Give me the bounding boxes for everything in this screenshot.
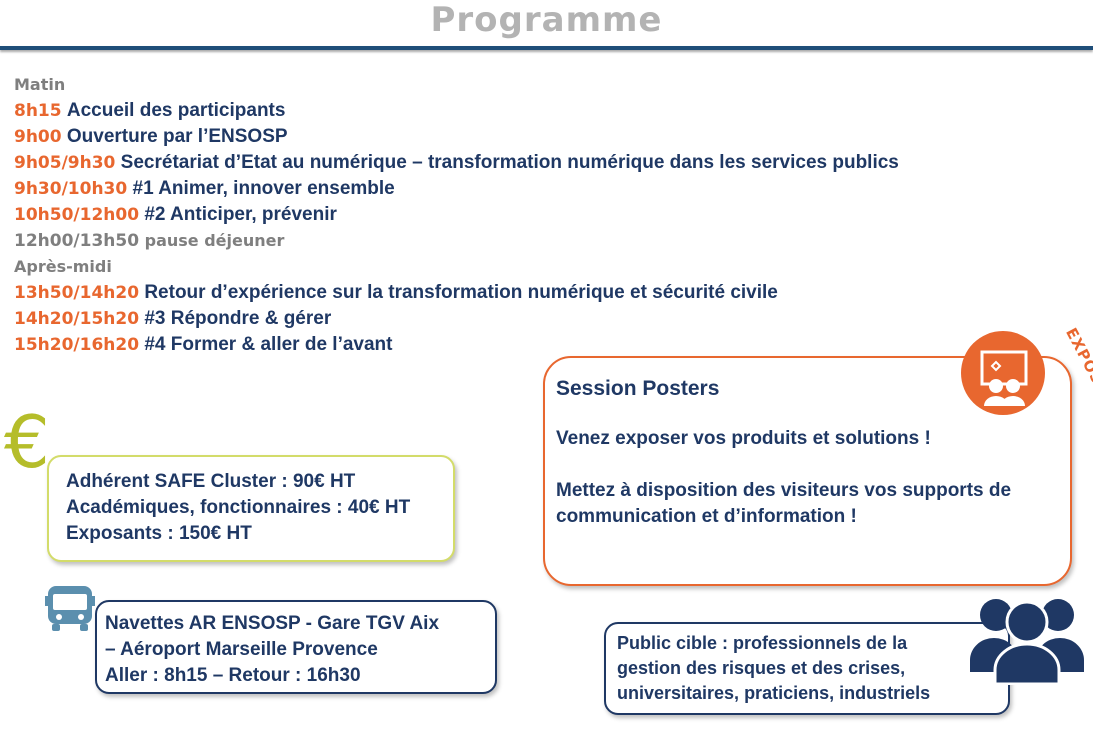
price-line: Adhérent SAFE Cluster : 90€ HT [66, 471, 356, 492]
shuttle-line: Navettes AR ENSOSP - Gare TGV Aix [105, 613, 440, 634]
bus-icon [45, 586, 95, 631]
program-list: Matin 8h15 Accueil des participants 9h00 O… [14, 72, 899, 358]
program-label: #3 Répondre & gérer [144, 308, 332, 329]
program-item: 14h20/15h20 #3 Répondre & gérer [14, 306, 899, 332]
program-time: 9h30/10h30 [14, 179, 128, 199]
posters-text-1: Venez exposer vos produits et solutions … [556, 428, 931, 449]
price-line: Exposants : 150€ HT [66, 523, 252, 544]
program-time: 14h20/15h20 [14, 309, 140, 329]
program-label: Secrétariat d’Etat au numérique – transf… [120, 152, 899, 173]
exhibition-icon [961, 331, 1045, 415]
program-item: 15h20/16h20 #4 Former & aller de l’avant [14, 332, 899, 358]
program-label: Ouverture par l’ENSOSP [66, 126, 288, 147]
program-label: Retour d’expérience sur la transformatio… [144, 282, 778, 303]
program-time: 8h15 [14, 101, 62, 121]
people-icon [970, 599, 1084, 685]
shuttle-line: – Aéroport Marseille Provence [105, 639, 378, 660]
program-label: pause déjeuner [144, 231, 285, 250]
pricing-box: Adhérent SAFE Cluster : 90€ HT Académiqu… [47, 455, 455, 562]
program-time: 10h50/12h00 [14, 205, 140, 225]
program-label: #4 Former & aller de l’avant [144, 334, 393, 355]
audience-line: Public cible : professionnels de la [617, 633, 908, 653]
program-section-heading: Après-midi [14, 257, 112, 276]
program-item: 9h30/10h30 #1 Animer, innover ensemble [14, 176, 899, 202]
program-time: 15h20/16h20 [14, 335, 140, 355]
program-item: 8h15 Accueil des participants [14, 98, 899, 124]
posters-title: Session Posters [556, 377, 720, 400]
program-time: 13h50/14h20 [14, 283, 140, 303]
posters-box: Session Posters Venez exposer vos produi… [543, 356, 1072, 586]
shuttle-line: Aller : 8h15 – Retour : 16h30 [105, 665, 361, 686]
audience-box: Public cible : professionnels de la gest… [604, 622, 1010, 715]
shuttle-box: Navettes AR ENSOSP - Gare TGV Aix – Aéro… [95, 600, 497, 694]
program-item: 9h05/9h30 Secrétariat d’Etat au numériqu… [14, 150, 899, 176]
program-section-heading: Matin [14, 75, 66, 94]
program-item: 12h00/13h50 pause déjeuner [14, 228, 899, 254]
program-time: 9h00 [14, 127, 62, 147]
program-item: 9h00 Ouverture par l’ENSOSP [14, 124, 899, 150]
audience-line: universitaires, praticiens, industriels [617, 683, 931, 703]
price-line: Académiques, fonctionnaires : 40€ HT [66, 497, 411, 518]
title-divider [0, 46, 1093, 50]
program-time: 12h00/13h50 [14, 231, 140, 251]
program-item: 13h50/14h20 Retour d’expérience sur la t… [14, 280, 899, 306]
posters-text-2: Mettez à disposition des visiteurs vos s… [556, 480, 1012, 527]
page-title: Programme [430, 0, 663, 40]
program-label: #1 Animer, innover ensemble [132, 178, 395, 199]
program-label: #2 Anticiper, prévenir [144, 204, 337, 225]
program-label: Accueil des participants [66, 100, 286, 121]
program-time: 9h05/9h30 [14, 153, 116, 173]
program-item: 10h50/12h00 #2 Anticiper, prévenir [14, 202, 899, 228]
audience-line: gestion des risques et des crises, [617, 658, 906, 678]
euro-icon: € [4, 400, 50, 484]
